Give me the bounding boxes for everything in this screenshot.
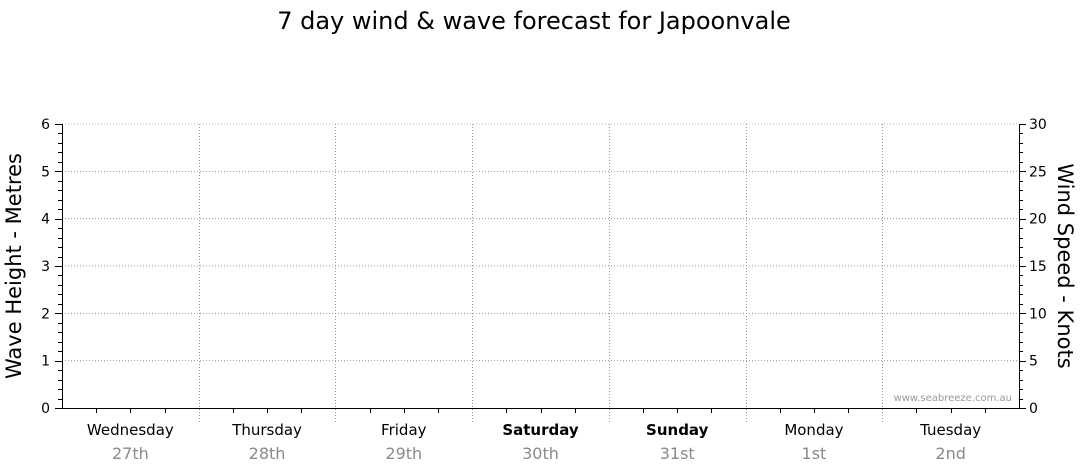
right-tick-label: 25 bbox=[1029, 164, 1047, 180]
day-date-label: 28th bbox=[249, 444, 286, 463]
x-axis: Wednesday 27th Thursday 28th Friday 29th Satur… bbox=[62, 408, 1019, 463]
left-tick-label: 5 bbox=[41, 164, 50, 180]
day-date-label: 1st bbox=[802, 444, 827, 463]
left-tick-label: 4 bbox=[41, 212, 50, 228]
day-date-label: 29th bbox=[385, 444, 422, 463]
right-tick-label: 0 bbox=[1029, 401, 1038, 417]
right-axis: 0 5 10 15 20 25 30 bbox=[1019, 117, 1047, 417]
left-axis-title: Wave Height - Metres bbox=[2, 153, 26, 379]
left-tick-label: 2 bbox=[41, 306, 50, 322]
day-date-label: 27th bbox=[112, 444, 149, 463]
right-tick-label: 20 bbox=[1029, 212, 1047, 228]
right-tick-label: 15 bbox=[1029, 259, 1047, 275]
right-tick-label: 30 bbox=[1029, 117, 1047, 133]
day-name-label: Saturday bbox=[502, 421, 579, 439]
left-tick-label: 6 bbox=[41, 117, 50, 133]
day-name-label: Tuesday bbox=[919, 421, 981, 439]
day-name-label: Thursday bbox=[231, 421, 302, 439]
chart-title: 7 day wind & wave forecast for Japoonval… bbox=[277, 7, 791, 35]
left-tick-label: 1 bbox=[41, 354, 50, 370]
day-name-label: Monday bbox=[784, 421, 843, 439]
day-date-label: 30th bbox=[522, 444, 559, 463]
right-tick-label: 5 bbox=[1029, 354, 1038, 370]
day-name-label: Sunday bbox=[646, 421, 709, 439]
day-name-label: Wednesday bbox=[87, 421, 174, 439]
left-tick-label: 0 bbox=[41, 401, 50, 417]
right-axis-title: Wind Speed - Knots bbox=[1053, 163, 1077, 368]
right-tick-label: 10 bbox=[1029, 306, 1047, 322]
left-tick-label: 3 bbox=[41, 259, 50, 275]
watermark-text: www.seabreeze.com.au bbox=[894, 393, 1012, 404]
grid-lines bbox=[62, 123, 1019, 424]
day-date-label: 31st bbox=[660, 444, 695, 463]
day-date-label: 2nd bbox=[935, 444, 965, 463]
day-name-label: Friday bbox=[381, 421, 427, 439]
left-axis: 0 1 2 3 4 5 6 bbox=[41, 117, 63, 417]
